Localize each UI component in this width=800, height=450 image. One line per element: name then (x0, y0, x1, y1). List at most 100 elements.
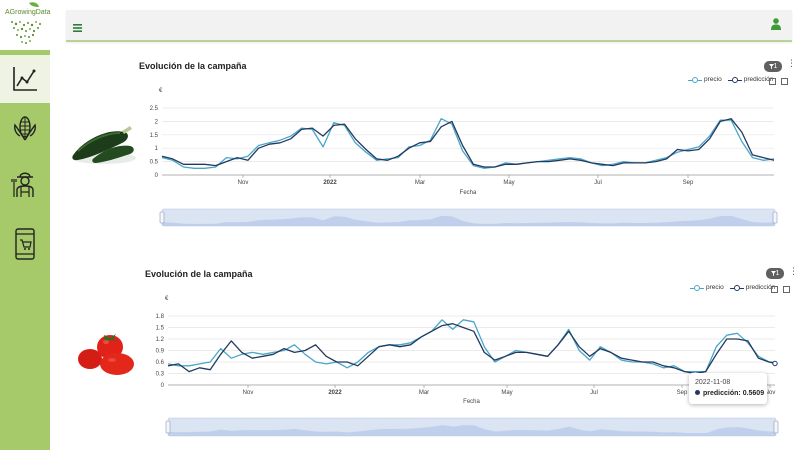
tooltip-date: 2022-11-08 (695, 379, 731, 386)
y-tick-label: 1.2 (156, 337, 165, 343)
chart-title: Evolución de la campaña (139, 61, 247, 71)
tooltip-series-marker (695, 390, 700, 395)
series-line-precio (167, 319, 775, 373)
line-chart-1: 0 0.5 1 1.5 2 2.5 € Nov 2022 Mar May Jul Sep Fecha (150, 88, 778, 227)
legend-swatch-dot (692, 77, 698, 83)
sidebar-item-farmers[interactable] (0, 160, 50, 208)
y-tick-label: 0 (161, 383, 165, 389)
legend-swatch (729, 285, 744, 291)
series-line-prediccion (167, 323, 776, 375)
navigator-area (162, 215, 775, 226)
chart-tooltip: 2022-11-08 predicción: 0.5609 (689, 373, 767, 404)
sidebar-item-charts[interactable] (0, 55, 50, 103)
sidebar-item-crops[interactable] (0, 105, 50, 153)
legend-swatch (688, 77, 702, 83)
x-tick-label: Jul (594, 180, 602, 186)
tooltip-value: 0.5609 (742, 390, 765, 397)
hover-point-marker (772, 360, 778, 367)
legend-swatch-dot (731, 77, 738, 83)
legend-item-precio[interactable]: precio (688, 76, 722, 83)
x-tick-label: May (503, 180, 514, 186)
y-tick-label: 0.3 (156, 372, 165, 378)
series-line-precio (161, 118, 775, 169)
farmer-icon (11, 172, 34, 197)
corn-icon (14, 116, 36, 141)
legend-label: predicción (743, 76, 774, 83)
zoom-select-tool[interactable] (771, 286, 778, 293)
x-tick-label: 2022 (323, 180, 337, 186)
legend-swatch-dot (733, 285, 740, 291)
y-tick-label: 0.9 (156, 349, 165, 355)
x-tick-label: Mar (415, 180, 425, 186)
y-axis-label: € (165, 296, 169, 302)
filter-badge[interactable]: 1 (764, 61, 782, 72)
legend-swatch (727, 77, 742, 83)
chart-legend: precio predicción (690, 284, 781, 291)
y-tick-label: 1.5 (156, 326, 165, 332)
x-tick-label: Sep (683, 180, 694, 186)
legend-label: predicción (745, 284, 776, 291)
chart-menu-button[interactable]: ⋮ (787, 58, 796, 68)
x-tick-label: Nov (238, 180, 249, 186)
series-line-prediccion (161, 118, 775, 168)
x-tick-label: May (501, 390, 512, 396)
x-axis-label: Fecha (460, 190, 477, 196)
chart-title: Evolución de la campaña (145, 269, 253, 279)
filter-count: 1 (775, 270, 780, 277)
y-tick-label: 2 (155, 119, 159, 125)
navigator-handle-left (165, 420, 171, 434)
y-tick-label: 1.5 (150, 133, 159, 139)
x-tick-label: Nov (765, 390, 776, 396)
legend-item-prediccion[interactable]: predicción (727, 76, 774, 83)
app-logo[interactable]: AGrowingData (0, 0, 51, 50)
sidebar-item-market[interactable] (0, 220, 50, 268)
user-button[interactable] (771, 17, 781, 35)
x-tick-label: 2022 (328, 390, 342, 396)
navigator-handle-right (773, 420, 779, 434)
zoom-reset-tool[interactable] (781, 78, 788, 85)
legend-swatch (690, 285, 704, 291)
y-tick-label: 0 (155, 173, 159, 179)
chart-legend: precio predicción (688, 76, 779, 83)
navigator-area (168, 425, 776, 436)
filter-icon (768, 63, 774, 69)
zoom-select-tool[interactable] (769, 78, 776, 85)
filter-icon (770, 270, 776, 276)
x-tick-label: Nov (243, 390, 254, 396)
x-tick-label: Sep (677, 390, 688, 396)
tooltip-label: predicción: (703, 390, 741, 397)
y-tick-label: 0.6 (156, 360, 165, 366)
x-tick-label: Jul (590, 390, 598, 396)
line-chart-2: 0 0.3 0.6 0.9 1.2 1.5 1.8 € Nov 2022 Mar May Jul Sep N… (156, 296, 779, 437)
filter-badge[interactable]: 1 (766, 268, 784, 279)
user-icon (771, 18, 781, 30)
hamburger-icon (73, 24, 82, 32)
legend-swatch-dot (694, 285, 700, 291)
filter-count: 1 (773, 63, 778, 70)
tooltip-value-row: predicción: 0.5609 (695, 390, 764, 397)
y-tick-label: 0.5 (150, 160, 159, 166)
sidebar (0, 50, 50, 450)
tomato-icon (78, 334, 134, 375)
navigator-handle-left (159, 211, 165, 224)
x-axis-label: Fecha (463, 399, 480, 405)
menu-button[interactable] (73, 19, 82, 37)
y-tick-label: 1 (155, 146, 159, 152)
legend-label: precio (704, 76, 722, 83)
top-bar (66, 10, 792, 42)
chart-menu-button[interactable]: ⋮ (789, 266, 798, 276)
y-tick-label: 1.8 (156, 314, 165, 320)
navigator-handle-right (772, 211, 778, 224)
legend-label: precio (706, 284, 724, 291)
legend-item-precio[interactable]: precio (690, 284, 724, 291)
zoom-reset-tool[interactable] (783, 286, 790, 293)
x-tick-label: Mar (419, 390, 429, 396)
mobile-shop-icon (15, 228, 35, 260)
y-axis-label: € (159, 88, 163, 94)
zucchini-icon (72, 126, 136, 164)
logo-leaf-icon (11, 2, 41, 44)
trend-chart-icon (13, 67, 37, 91)
y-tick-label: 2.5 (150, 106, 159, 112)
legend-item-prediccion[interactable]: predicción (729, 284, 776, 291)
